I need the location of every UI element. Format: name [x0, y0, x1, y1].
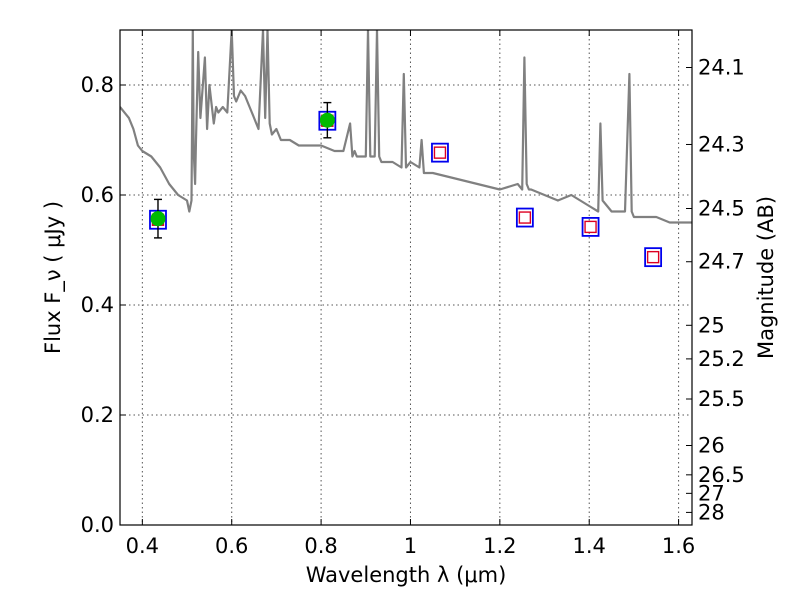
x-tick-label: 0.4: [126, 534, 159, 558]
band-box-marker: [515, 207, 534, 228]
observed-point: [150, 211, 166, 227]
y2-tick-label: 26: [698, 433, 725, 457]
band-box-marker: [431, 142, 449, 163]
x-tick-label: 1.4: [573, 534, 606, 558]
y2-tick-label: 24.7: [698, 250, 745, 274]
x-axis-label: Wavelength λ (μm): [306, 563, 507, 587]
grid: [120, 30, 692, 526]
y-tick-label: 0.4: [81, 293, 114, 317]
y-tick-label: 0.0: [81, 513, 114, 537]
y2-tick-label: 25: [698, 313, 725, 337]
y2-tick-label: 24.3: [698, 132, 745, 156]
x-tick-label: 1: [404, 534, 417, 558]
y-tick-label: 0.8: [81, 73, 114, 97]
x-tick-label: 0.8: [304, 534, 337, 558]
model-spectrum-line: [120, 30, 692, 224]
band-box-marker: [581, 216, 600, 237]
y2-tick-label: 24.5: [698, 196, 745, 220]
x-tick-label: 1.6: [662, 534, 695, 558]
y2-axis-label: Magnitude (AB): [754, 196, 778, 359]
plot-frame: [119, 29, 693, 526]
y2-tick-label: 27: [698, 481, 725, 505]
y2-tick-label: 25.2: [698, 347, 745, 371]
y-tick-label: 0.6: [81, 183, 114, 207]
ticks: 0.4 0.6 0.8 1 1.2 1.4 1.6 0.0 0.2 0.4 0.6 0.8 24.1 24…: [81, 30, 745, 558]
y2-tick-label: 28: [698, 500, 725, 524]
x-tick-label: 1.2: [483, 534, 516, 558]
y-axis-label: Flux F_ν ( μJy ): [41, 201, 66, 354]
y2-tick-label: 24.1: [698, 56, 745, 80]
model-photometry-point: [433, 146, 447, 159]
band-box-marker: [644, 247, 663, 268]
model-photometry-point: [584, 220, 597, 234]
model-photometry-point: [646, 250, 660, 264]
y2-tick-label: 25.5: [698, 387, 745, 411]
y-tick-label: 0.2: [81, 403, 114, 427]
x-tick-label: 0.6: [215, 534, 248, 558]
observed-point: [319, 112, 335, 128]
model-photometry-point: [518, 211, 532, 224]
plot-data: [120, 30, 692, 268]
y2-tick-label: 26.5: [698, 463, 745, 487]
